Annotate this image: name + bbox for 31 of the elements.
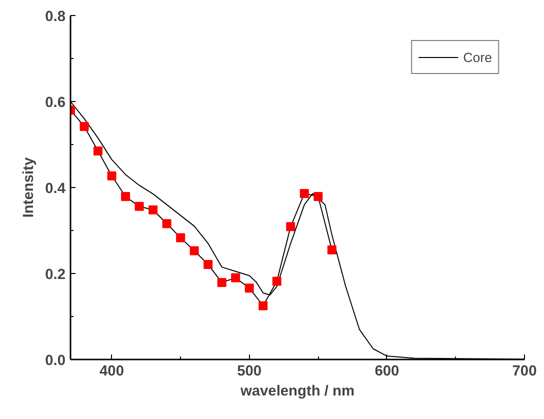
legend-label: Core — [463, 50, 492, 64]
point — [148, 205, 158, 214]
point — [244, 284, 254, 293]
point — [286, 222, 296, 232]
x-tick-label: 600 — [374, 364, 400, 380]
y-tick-label: 0.8 — [45, 9, 66, 25]
point — [314, 192, 323, 202]
y-tick-label: 0.0 — [45, 353, 66, 369]
point — [300, 189, 309, 198]
point — [134, 202, 144, 211]
x-tick-label: 400 — [100, 364, 124, 380]
point — [217, 278, 226, 288]
point — [258, 301, 268, 310]
y-tick-label: 0.6 — [45, 95, 66, 111]
y-tick-label: 0.4 — [45, 181, 66, 197]
point — [190, 246, 199, 256]
x-tick-label: 700 — [512, 364, 537, 380]
point — [121, 192, 130, 202]
point — [272, 276, 282, 286]
point — [162, 219, 172, 228]
y-tick-label: 0.2 — [45, 267, 66, 283]
point — [80, 122, 89, 131]
x-tick-label: 500 — [237, 364, 262, 380]
point — [231, 273, 240, 282]
x-axis-title: wavelength / nm — [239, 384, 355, 400]
point — [176, 233, 186, 242]
y-axis-title: Intensity — [21, 156, 38, 218]
point — [327, 245, 336, 254]
point — [107, 171, 116, 180]
point — [204, 260, 213, 269]
point — [94, 146, 103, 156]
